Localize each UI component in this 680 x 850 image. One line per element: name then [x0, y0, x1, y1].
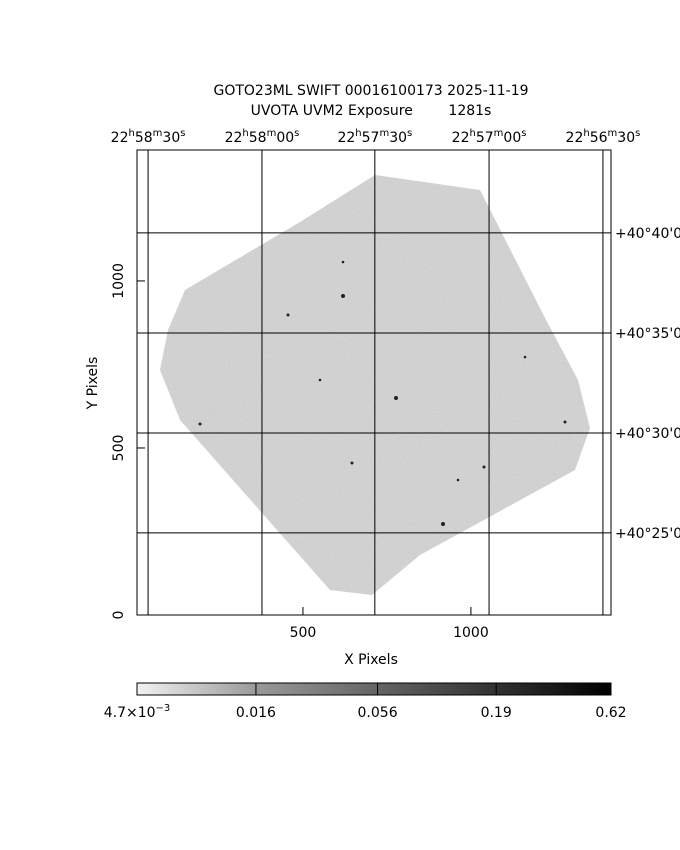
- ra-tick-label: 22h56m30s: [566, 128, 641, 146]
- title-line: UVOTA UVM2 Exposure 1281s: [251, 103, 492, 119]
- dec-tick-label: +40°40'0: [615, 226, 680, 242]
- colorbar-tick-label: 0.056: [358, 705, 398, 721]
- ra-tick-label: 22h57m00s: [452, 128, 527, 146]
- colorbar-tick-label: 0.016: [236, 705, 276, 721]
- colorbar: [136, 682, 612, 696]
- sources: [198, 260, 567, 526]
- colorbar-tick-label: 4.7×10−3: [104, 703, 171, 721]
- ra-tick-label: 22h57m30s: [337, 128, 412, 146]
- y-tick-label: 0: [111, 611, 127, 620]
- y-tick-label: 500: [111, 435, 127, 462]
- y-axis-label: Y Pixels: [85, 357, 101, 411]
- dec-tick-label: +40°35'0: [615, 326, 680, 342]
- x-axis-label: X Pixels: [344, 652, 398, 668]
- x-tick-label: 500: [290, 625, 317, 641]
- dec-tick-label: +40°25'0: [615, 526, 680, 542]
- ra-tick-label: 22h58m30s: [111, 128, 186, 146]
- colorbar-tick-label: 0.62: [595, 705, 626, 721]
- title-line: GOTO23ML SWIFT 00016100173 2025-11-19: [213, 83, 528, 99]
- ra-tick-label: 22h58m00s: [225, 128, 300, 146]
- y-tick-label: 1000: [111, 263, 127, 299]
- dec-tick-label: +40°30'0: [615, 426, 680, 442]
- x-tick-label: 1000: [453, 625, 489, 641]
- colorbar-tick-label: 0.19: [481, 705, 512, 721]
- plot-frame: [136, 149, 612, 616]
